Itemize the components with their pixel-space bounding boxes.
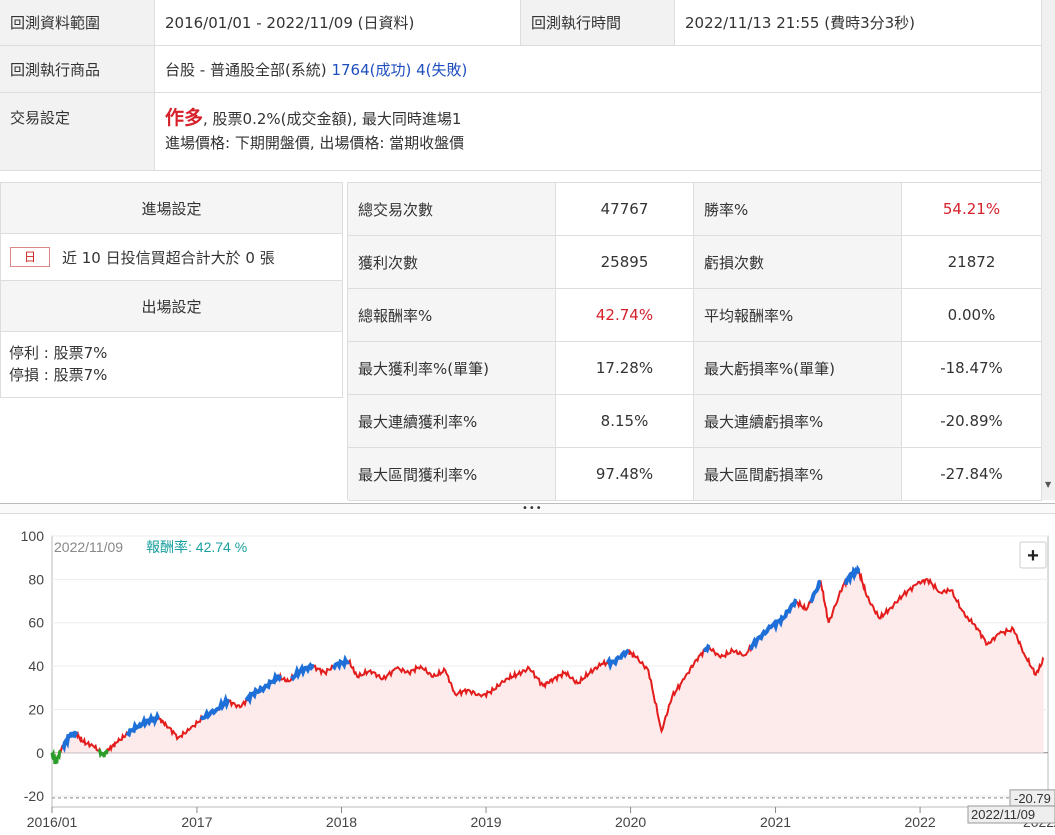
zoom-plus-icon[interactable]: + [1027, 545, 1039, 567]
legend-date: 2022/11/09 [54, 539, 123, 555]
stat-label-1-0: 獲利次數 [348, 236, 556, 289]
exit-title-text: 出場設定 [141, 297, 202, 316]
stat-value-3-1: 17.28% [556, 342, 694, 395]
exec-time-label-text: 回測執行時間 [531, 14, 622, 32]
stat-value-0-1: 47767 [556, 183, 694, 236]
new-high-segments [61, 564, 861, 754]
below-zero-segments [50, 748, 109, 765]
trade-line-1-text: , 股票0.2%(成交金額), 最大同時進場1 [203, 110, 462, 128]
scroll-down-arrow[interactable]: ▼ [1045, 480, 1052, 489]
stat-value-1-1: 25895 [556, 236, 694, 289]
stat-label-5-2: 最大區間虧損率% [694, 448, 902, 501]
resize-divider[interactable]: ••• [0, 503, 1055, 514]
x-tick-label: 2021 [760, 814, 791, 830]
stat-value-2-3: 0.00% [902, 289, 1042, 342]
stop-loss-text: 停損 : 股票7% [9, 366, 108, 384]
stat-label-4-2: 最大連續虧損率% [694, 395, 902, 448]
stat-label-0-2: 勝率% [694, 183, 902, 236]
entry-condition-text: 近 10 日投信買超合計大於 0 張 [62, 248, 275, 267]
stat-value-5-1: 97.48% [556, 448, 694, 501]
return-area-fill [52, 569, 1044, 764]
y-tick-label: 20 [28, 701, 44, 717]
entry-title-text: 進場設定 [141, 199, 202, 218]
daily-badge: 日 [10, 247, 50, 267]
y-tick-label: 80 [28, 571, 44, 587]
range-label-text: 回測資料範圍 [10, 14, 101, 32]
take-profit-text: 停利 : 股票7% [9, 344, 108, 362]
stat-value-4-3: -20.89% [902, 395, 1042, 448]
product-success-count[interactable]: 1764(成功) [331, 60, 412, 79]
min-marker-label: -20.79 [1014, 791, 1051, 806]
trade-line-1: 作多, 股票0.2%(成交金額), 最大同時進場1 [165, 105, 1031, 132]
product-value: 台股 - 普通股全部(系統) 1764(成功) 4(失敗) [155, 46, 1041, 93]
y-tick-label: 60 [28, 615, 44, 631]
product-label-text: 回測執行商品 [10, 60, 101, 79]
y-tick-label: 100 [21, 528, 45, 544]
trade-direction: 作多 [165, 107, 204, 129]
stat-label-4-0: 最大連續獲利率% [348, 395, 556, 448]
x-tick-label: 2016/01 [27, 814, 78, 830]
stat-label-5-0: 最大區間獲利率% [348, 448, 556, 501]
range-label: 回測資料範圍 [0, 0, 155, 46]
stat-value-5-3: -27.84% [902, 448, 1042, 501]
stat-label-2-0: 總報酬率% [348, 289, 556, 342]
exit-settings-title: 出場設定 [0, 280, 343, 332]
stat-value-2-1: 42.74% [556, 289, 694, 342]
end-date-marker-label: 2022/11/09 [971, 807, 1035, 822]
x-tick-label: 2022 [905, 814, 936, 830]
stat-label-2-2: 平均報酬率% [694, 289, 902, 342]
entry-settings-title: 進場設定 [0, 182, 343, 234]
end-date-marker-box [967, 805, 1055, 824]
y-tick-label: 0 [36, 745, 44, 761]
drag-handle-icon[interactable]: ••• [522, 503, 543, 514]
stats-table: 總交易次數 47767 勝率% 54.21% 獲利次數 25895 虧損次數 21872 總報酬… [347, 182, 1042, 501]
exec-time-value-text: 2022/11/13 21:55 (費時3分3秒) [685, 14, 916, 32]
x-tick-label: 2017 [181, 814, 212, 830]
zoom-button[interactable] [1019, 541, 1047, 569]
product-text: 台股 - 普通股全部(系統) [165, 60, 327, 79]
exit-conditions: 停利 : 股票7% 停損 : 股票7% [0, 332, 343, 398]
return-chart[interactable]: 100 80 60 40 20 0 -20 2016/01 2017 2018 2019 2020 20… [0, 514, 1055, 835]
stat-value-3-3: -18.47% [902, 342, 1042, 395]
exec-time-value: 2022/11/13 21:55 (費時3分3秒) [675, 0, 1041, 46]
exec-time-label: 回測執行時間 [520, 0, 675, 46]
range-value: 2016/01/01 - 2022/11/09 (日資料) [155, 0, 520, 46]
y-tick-label: 40 [28, 658, 44, 674]
y-tick-label: -20 [24, 788, 44, 804]
return-line [51, 567, 1045, 765]
legend-return: 報酬率: 42.74 % [146, 539, 247, 555]
trade-value: 作多, 股票0.2%(成交金額), 最大同時進場1 進場價格: 下期開盤價, 出… [155, 93, 1041, 171]
stat-value-0-3: 54.21% [902, 183, 1042, 236]
stat-label-0-0: 總交易次數 [348, 183, 556, 236]
x-tick-label: 2019 [470, 814, 501, 830]
stat-label-3-0: 最大獲利率%(單筆) [348, 342, 556, 395]
stat-value-1-3: 21872 [902, 236, 1042, 289]
entry-condition-row: 日 近 10 日投信買超合計大於 0 張 [0, 234, 343, 280]
trade-line-2: 進場價格: 下期開盤價, 出場價格: 當期收盤價 [165, 134, 465, 152]
trade-label-text: 交易設定 [10, 109, 71, 127]
x-tick-label: 2018 [326, 814, 357, 830]
x-tick-label: 2020 [615, 814, 646, 830]
product-label: 回測執行商品 [0, 46, 155, 93]
stat-label-1-2: 虧損次數 [694, 236, 902, 289]
range-value-text: 2016/01/01 - 2022/11/09 (日資料) [165, 14, 415, 32]
stat-label-3-2: 最大虧損率%(單筆) [694, 342, 902, 395]
trade-label: 交易設定 [0, 93, 155, 171]
stat-value-4-1: 8.15% [556, 395, 694, 448]
scrollbar[interactable]: ▼ [1041, 0, 1055, 500]
product-fail-count[interactable]: 4(失敗) [416, 60, 468, 79]
